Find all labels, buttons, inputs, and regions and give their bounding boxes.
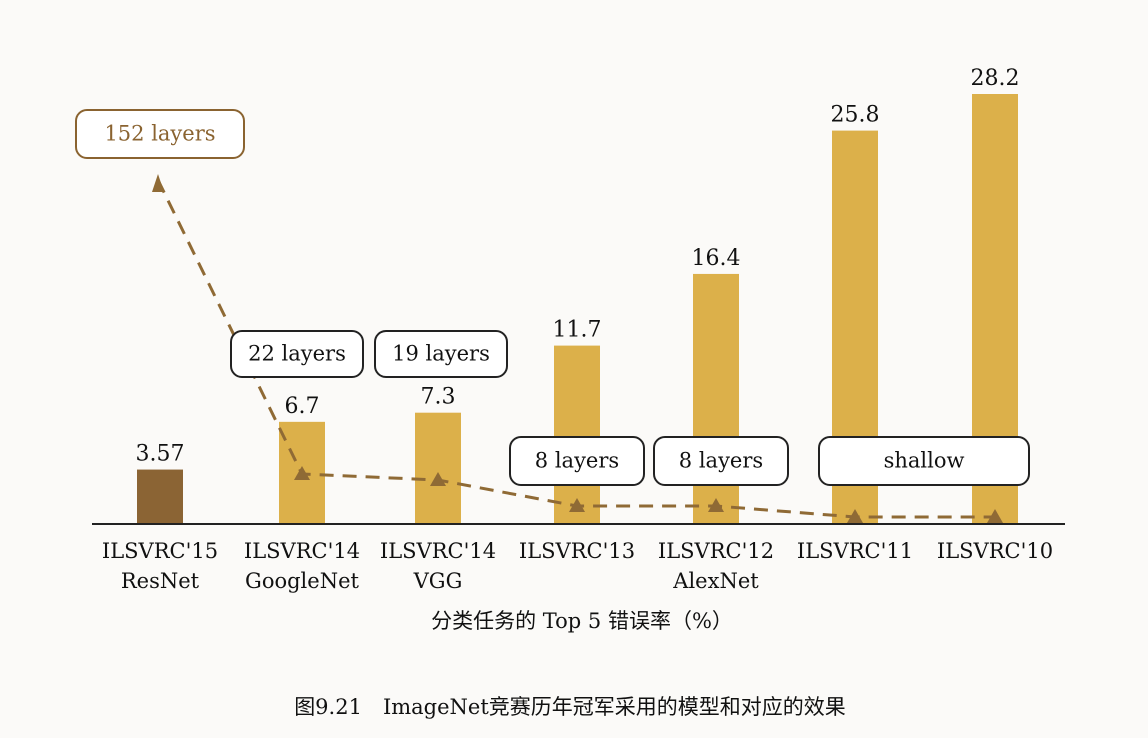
- bar-value-label: 7.3: [421, 385, 456, 410]
- bar: [693, 273, 739, 524]
- triangle-marker: [847, 509, 863, 523]
- layer-annotation-box: [230, 330, 364, 378]
- triangle-marker: [430, 472, 446, 486]
- x-tick-label: ILSVRC'13: [519, 539, 635, 563]
- layer-annotation-box: [818, 436, 1030, 486]
- bar: [137, 469, 183, 524]
- triangle-marker: [294, 466, 310, 480]
- layer-annotation-label: shallow: [884, 449, 965, 473]
- bar: [554, 345, 600, 524]
- triangle-marker: [987, 509, 1003, 523]
- layer-annotation-label: 152 layers: [104, 122, 215, 146]
- layer-annotation-label: 8 layers: [535, 449, 619, 473]
- x-tick-label: ILSVRC'10: [937, 539, 1053, 563]
- bar-value-label: 28.2: [971, 66, 1020, 91]
- bar: [415, 412, 461, 524]
- layer-annotation-label: 22 layers: [248, 342, 346, 366]
- arrow-head-icon: [152, 174, 164, 192]
- bar-value-label: 16.4: [692, 246, 741, 271]
- bar-value-label: 3.57: [136, 442, 185, 467]
- x-tick-label: ILSVRC'15: [102, 539, 218, 563]
- x-tick-label: ILSVRC'14: [380, 539, 496, 563]
- x-tick-label: VGG: [413, 569, 463, 593]
- x-tick-label: ILSVRC'14: [244, 539, 360, 563]
- x-tick-label: ILSVRC'11: [797, 539, 913, 563]
- bar-value-label: 6.7: [285, 394, 320, 419]
- x-axis-title: 分类任务的 Top 5 错误率（%）: [431, 609, 733, 633]
- layer-depth-line-group: [152, 174, 1003, 523]
- triangle-marker: [708, 498, 724, 512]
- x-tick-label: ResNet: [121, 569, 200, 593]
- layer-annotations-group: 152 layers 22 layers 19 layers 8 layers 8 la…: [75, 109, 1030, 486]
- layer-annotation-box: [653, 436, 789, 486]
- x-tick-label: GoogleNet: [245, 569, 359, 593]
- layer-annotation-box: [509, 436, 645, 486]
- figure-caption: 图9.21 ImageNet竞赛历年冠军采用的模型和对应的效果: [294, 695, 846, 719]
- layer-annotation-box: [374, 330, 508, 378]
- x-tick-label: AlexNet: [672, 569, 759, 593]
- layer-annotation-box: [75, 109, 245, 159]
- layer-annotation-label: 19 layers: [392, 342, 490, 366]
- x-tick-labels-group: ILSVRC'15 ResNet ILSVRC'14 GoogleNet ILSVRC'…: [102, 539, 1053, 593]
- triangle-marker: [569, 498, 585, 512]
- layer-annotation-label: 8 layers: [679, 449, 763, 473]
- bar-value-label: 25.8: [831, 103, 880, 128]
- x-tick-label: ILSVRC'12: [658, 539, 774, 563]
- bar-value-label: 11.7: [553, 318, 602, 343]
